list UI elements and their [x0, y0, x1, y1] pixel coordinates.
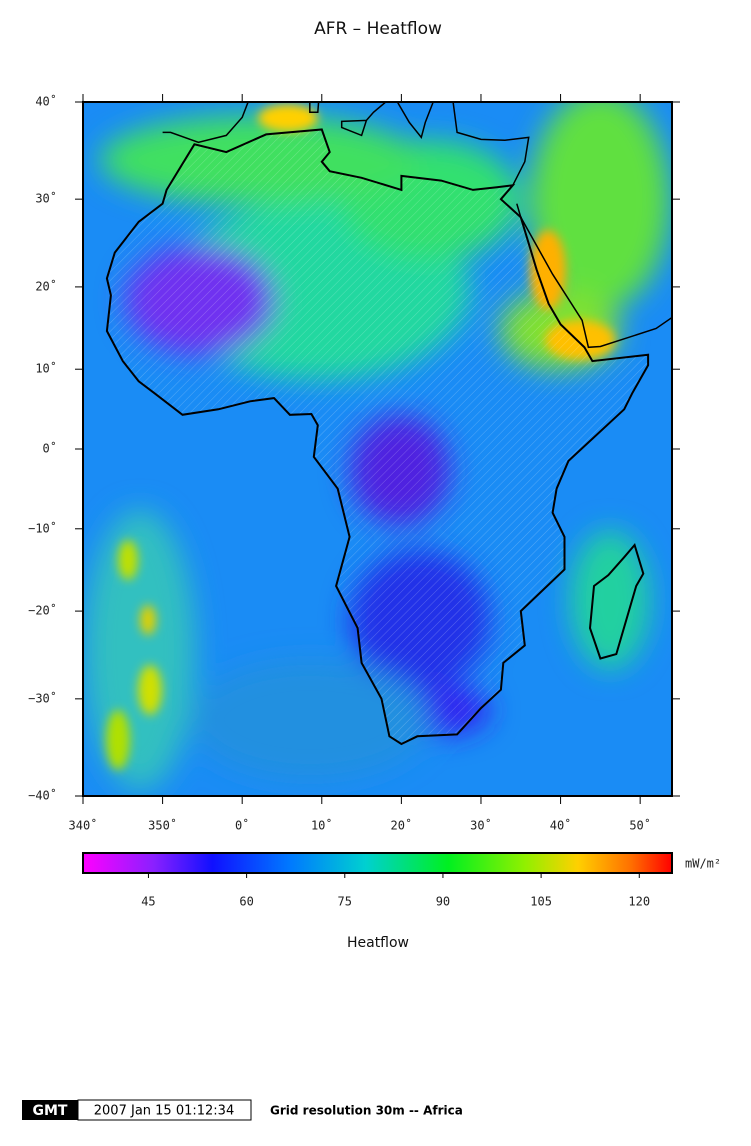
colorbar-tick-label: 75	[338, 895, 352, 909]
colorbar-tick-label: 120	[628, 895, 650, 909]
lat-label: 20˚	[35, 278, 57, 293]
colorbar-title: Heatflow	[347, 935, 409, 951]
lon-label: 350˚	[148, 818, 177, 833]
colorbar-tick-label: 90	[436, 895, 450, 909]
lon-label: 50˚	[629, 818, 651, 833]
colorbar-tick-label: 105	[530, 895, 552, 909]
colorbar-unit: mW/m²	[685, 857, 721, 871]
lat-label: 40˚	[35, 94, 57, 109]
lat-label: 30˚	[35, 191, 57, 206]
colorbar-tick-label: 45	[141, 895, 155, 909]
logo-box	[22, 1100, 78, 1120]
lat-label: −20˚	[28, 603, 57, 618]
colorbar-tick-label: 60	[239, 895, 253, 909]
lon-label: 20˚	[391, 818, 413, 833]
lat-label: 10˚	[35, 361, 57, 376]
lon-label: 30˚	[470, 818, 492, 833]
lat-label: 0˚	[43, 441, 57, 456]
lon-label: 10˚	[311, 818, 333, 833]
lon-label: 0˚	[235, 818, 249, 833]
timestamp: 2007 Jan 15 01:12:34	[94, 1104, 234, 1119]
logo: GMT	[33, 1103, 68, 1119]
lat-label: −10˚	[28, 520, 57, 535]
title: AFR – Heatflow	[314, 19, 442, 39]
colorbar	[82, 852, 673, 874]
heat-map	[83, 102, 672, 796]
lon-label: 340˚	[69, 818, 98, 833]
lon-label: 40˚	[550, 818, 572, 833]
timestamp-box	[77, 1099, 252, 1121]
lat-label: −40˚	[28, 788, 57, 803]
lat-label: −30˚	[28, 690, 57, 705]
footer-note: Grid resolution 30m -- Africa	[270, 1104, 463, 1118]
